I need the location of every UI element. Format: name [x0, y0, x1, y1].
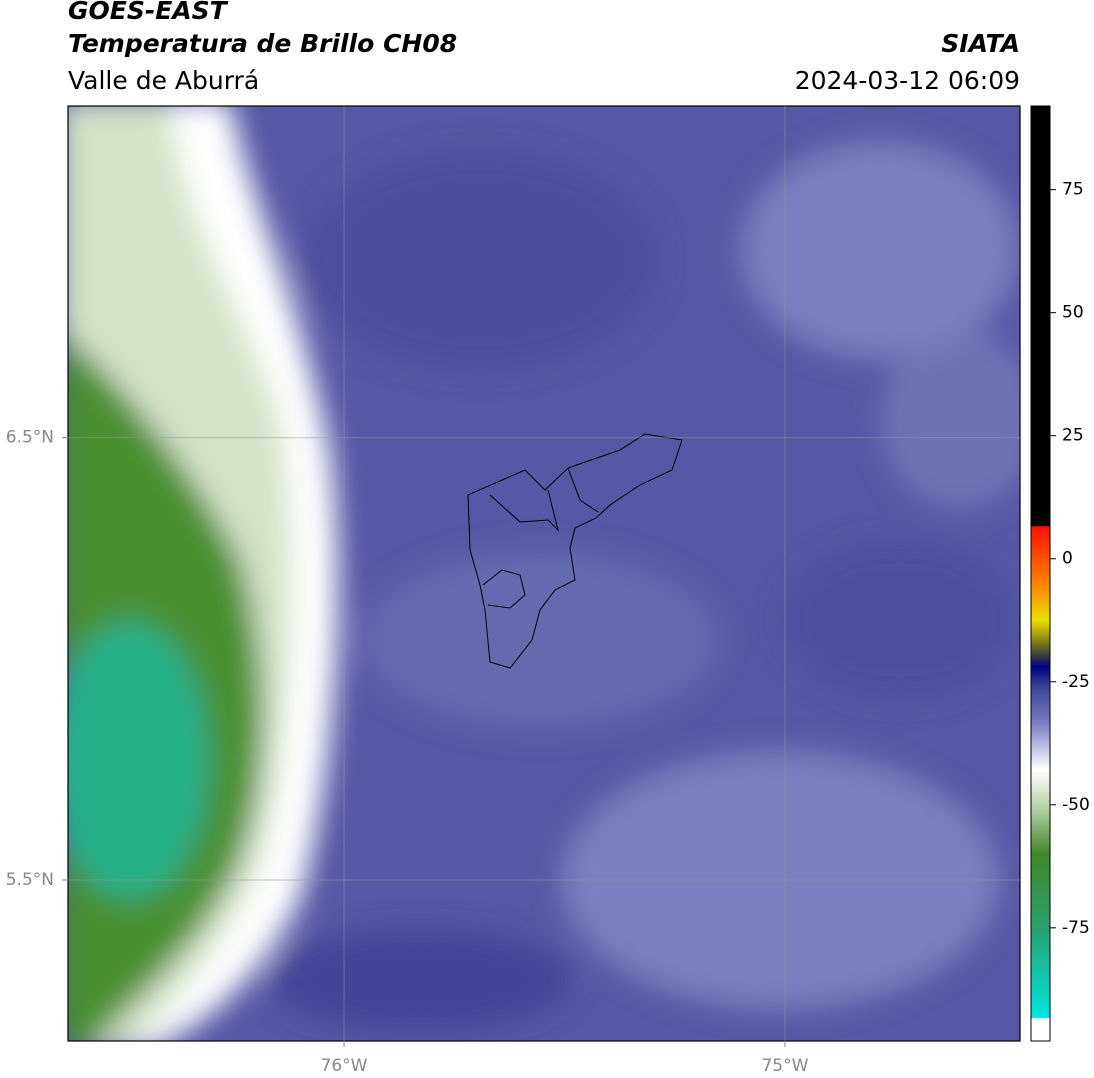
map-frame: [67, 105, 1021, 1042]
x-tick-label: 75°W: [761, 1056, 808, 1076]
colorbar-tick-label: 50: [1062, 303, 1084, 323]
title: GOES-EAST: [68, 0, 229, 25]
colorbar-tick-label: 0: [1062, 549, 1073, 569]
colorbar: [1030, 105, 1051, 1042]
region: Valle de Aburrá: [68, 66, 259, 95]
source: SIATA: [941, 29, 1020, 58]
colorbar-tick-label: 25: [1062, 426, 1084, 446]
satellite-image: [68, 106, 1020, 1041]
colorbar-tick-label: -75: [1062, 918, 1090, 938]
aburra-outline: [467, 433, 683, 669]
y-tick-label: 6.5°N: [6, 428, 54, 448]
x-tick-label: 76°W: [321, 1056, 368, 1076]
colorbar-tick-label: 75: [1062, 180, 1084, 200]
datetime: 2024-03-12 06:09: [795, 66, 1020, 95]
y-tick-label: 5.5°N: [6, 870, 54, 890]
colorbar-tick-label: -50: [1062, 795, 1090, 815]
colorbar-tick-label: -25: [1062, 672, 1090, 692]
subtitle: Temperatura de Brillo CH08: [68, 29, 457, 58]
